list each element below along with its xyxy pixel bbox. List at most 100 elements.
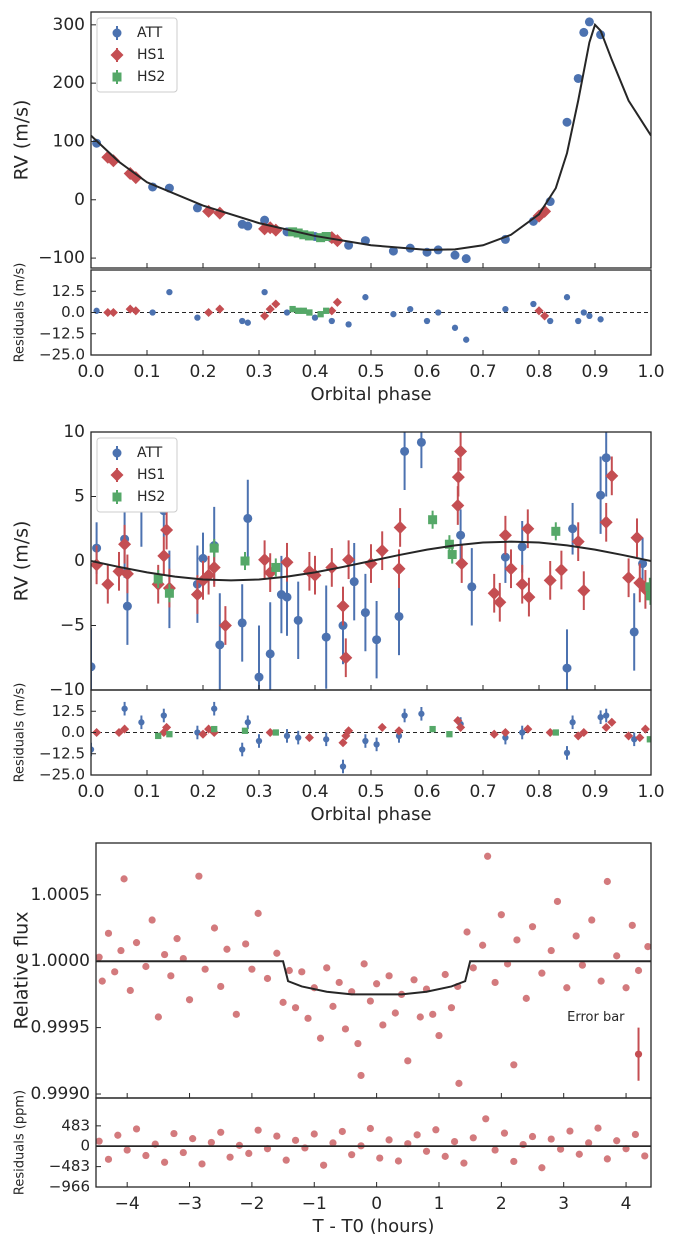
marker: [91, 746, 95, 753]
y-axis-label: Residuals (ppm): [13, 1090, 28, 1195]
marker: [345, 321, 352, 328]
point: [528, 923, 537, 931]
axes-frame: [90, 689, 652, 776]
marker: [551, 526, 561, 536]
x-tick-label: 0.6: [413, 362, 440, 382]
marker: [120, 567, 134, 581]
marker: [240, 556, 250, 566]
point: [469, 1134, 477, 1142]
x-tick-label: −4: [115, 1194, 140, 1214]
marker: [332, 297, 342, 307]
marker: [321, 632, 331, 642]
x-tick-label: 4: [621, 1194, 632, 1214]
point: [447, 1004, 456, 1012]
marker: [502, 305, 509, 313]
marker: [108, 307, 118, 318]
y-tick-label: 0.0: [61, 303, 85, 321]
point: [484, 852, 492, 860]
marker: [207, 560, 221, 574]
marker: [265, 649, 275, 659]
point: [316, 1034, 325, 1042]
marker: [260, 215, 270, 225]
point: [441, 1152, 449, 1160]
marker: [339, 763, 347, 770]
point: [538, 969, 546, 977]
point: [538, 1164, 546, 1172]
point: [298, 968, 306, 976]
marker: [153, 574, 163, 584]
x-tick-label: 0.3: [245, 362, 272, 382]
marker: [218, 619, 232, 632]
x-tick-label: 0.4: [301, 362, 328, 382]
point: [522, 994, 530, 1002]
point: [441, 970, 449, 979]
point: [291, 1136, 300, 1144]
marker: [288, 227, 298, 237]
point: [404, 1057, 412, 1065]
point: [304, 1014, 312, 1022]
point: [132, 1125, 141, 1133]
marker: [487, 586, 501, 600]
point: [226, 1153, 234, 1161]
point: [189, 1135, 197, 1143]
point: [279, 998, 287, 1006]
marker: [194, 314, 201, 321]
point: [479, 941, 487, 949]
point: [360, 960, 368, 968]
x-tick-label: 0.0: [77, 782, 104, 802]
marker: [645, 591, 651, 601]
point: [142, 1151, 150, 1160]
x-tick-label: 3: [558, 1194, 569, 1214]
marker: [580, 309, 587, 316]
marker: [500, 727, 510, 738]
point: [354, 1039, 362, 1048]
marker: [538, 204, 552, 218]
plot-area: [91, 701, 651, 774]
marker: [579, 727, 589, 738]
x-axis-label: T - T0 (hours): [312, 1216, 435, 1234]
marker: [540, 311, 550, 321]
marker: [461, 254, 471, 264]
marker: [211, 705, 218, 712]
marker: [429, 725, 436, 733]
y-tick-label: −5: [60, 616, 85, 636]
marker: [344, 240, 354, 250]
marker: [162, 722, 172, 732]
x-tick-label: 0.1: [133, 782, 160, 802]
point: [160, 1158, 169, 1166]
marker: [463, 336, 470, 343]
point: [285, 966, 293, 975]
point: [410, 976, 418, 984]
y-tick-label: 200: [53, 73, 85, 93]
x-tick-label: 0.2: [189, 362, 216, 382]
marker: [118, 537, 132, 551]
marker: [456, 722, 466, 732]
point: [450, 1137, 459, 1146]
x-tick-label: 1.0: [637, 362, 664, 382]
marker: [601, 722, 611, 732]
marker: [451, 470, 465, 484]
marker: [569, 719, 576, 726]
point: [575, 1150, 583, 1158]
marker: [122, 601, 132, 611]
marker: [106, 154, 120, 168]
marker: [114, 727, 124, 738]
point: [628, 921, 636, 929]
point: [217, 1128, 225, 1136]
point: [167, 972, 175, 980]
point: [376, 1154, 384, 1162]
point: [510, 1157, 518, 1166]
point: [254, 1126, 262, 1134]
marker: [166, 288, 173, 296]
marker: [603, 712, 610, 719]
marker: [209, 727, 219, 738]
marker: [624, 731, 634, 741]
marker: [596, 490, 606, 500]
y-tick-label: −10: [49, 680, 85, 700]
plot-area: [96, 1115, 651, 1172]
point: [348, 1151, 356, 1159]
point: [335, 978, 343, 987]
point: [373, 980, 381, 988]
x-tick-label: 0.5: [357, 362, 384, 382]
point: [357, 1071, 365, 1080]
